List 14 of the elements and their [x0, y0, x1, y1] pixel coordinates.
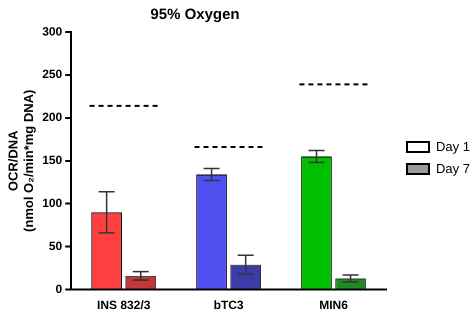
- y-tick-label: 200: [42, 110, 63, 124]
- y-tick-label: 100: [42, 196, 63, 210]
- y-tick-label: 300: [42, 24, 63, 38]
- x-tick-label: INS 832/3: [96, 298, 151, 312]
- text: Day 7: [436, 161, 470, 176]
- x-tick-label: MIN6: [319, 298, 348, 312]
- y-tick-label: 0: [56, 282, 63, 296]
- chart-title: 95% Oxygen: [150, 6, 240, 24]
- x-tick-label: bTC3: [214, 298, 244, 312]
- y-tick-label: 250: [42, 67, 63, 82]
- y-tick-label: 50: [48, 238, 63, 253]
- y-tick-label: 150: [42, 153, 63, 168]
- y-axis-title: OCR/DNA (nmol O₂/min*mg DNA): [5, 90, 36, 232]
- text: Day 1: [436, 139, 470, 154]
